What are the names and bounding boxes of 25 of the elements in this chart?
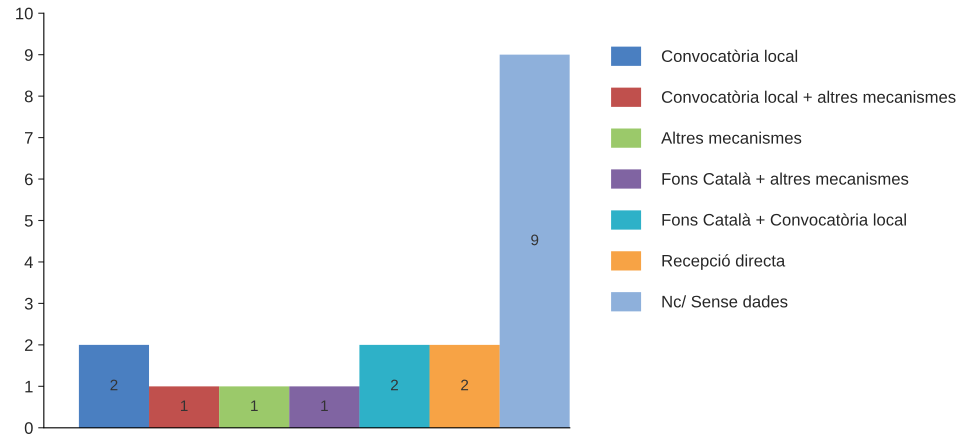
legend-label: Nc/ Sense dades [662, 295, 788, 308]
y-tick-label: 2 [24, 339, 33, 351]
y-tick-label: 10 [16, 8, 33, 20]
data-label: 2 [390, 380, 398, 390]
y-tick-label: 5 [24, 215, 33, 227]
y-tick-label: 3 [24, 298, 33, 310]
y-tick-label: 1 [25, 380, 33, 392]
data-label: 2 [110, 380, 118, 390]
y-tick-label: 7 [25, 132, 33, 144]
y-tick-label: 6 [24, 173, 33, 186]
y-tick-label: 8 [24, 90, 33, 102]
data-label: 1 [181, 400, 188, 411]
y-tick-label: 0 [24, 422, 33, 434]
data-label: 1 [251, 400, 258, 411]
legend-label: Altres mecanismes [661, 132, 802, 144]
legend-label: Fons Català + Convocatòria local [662, 213, 906, 226]
legend-label: Convocatòria local [662, 50, 798, 62]
y-tick-label: 4 [24, 256, 33, 268]
legend-label: Recepció directa [662, 254, 786, 270]
y-tick-label: 9 [24, 49, 33, 61]
data-label: 2 [461, 380, 468, 390]
data-label: 1 [321, 400, 328, 411]
legend-label: Convocatòria local + altres mecanismes [662, 90, 956, 103]
data-label: 9 [531, 234, 538, 246]
legend-label: Fons Català + altres mecanismes [662, 172, 908, 185]
